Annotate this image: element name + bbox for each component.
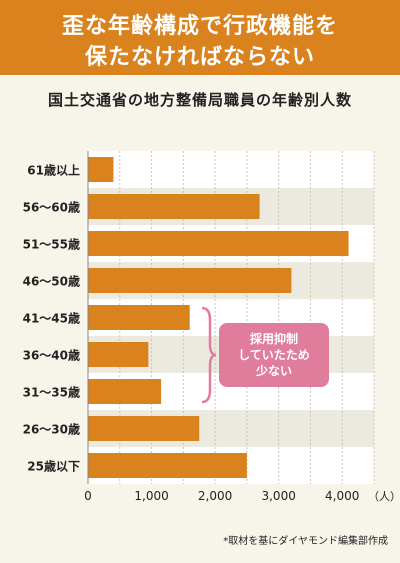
bar (88, 305, 190, 330)
annotation-line-2: していたため (238, 348, 310, 362)
x-tick-label: 1,000 (134, 489, 168, 503)
bar (88, 157, 114, 182)
category-label: 31～35歳 (23, 385, 80, 400)
chart-subtitle: 国土交通省の地方整備局職員の年齢別人数 (47, 91, 352, 109)
bar (88, 416, 200, 441)
category-label: 36～40歳 (23, 348, 80, 363)
bar (88, 342, 149, 367)
annotation-callout: 採用抑制 していたため 少ない (219, 323, 329, 387)
x-tick-label: 2,000 (198, 489, 232, 503)
title-banner: 歪な年齢構成で行政機能を 保たなければならない (0, 0, 400, 75)
source-note: *取材を基にダイヤモンド編集部作成 (223, 536, 388, 547)
title-line-2: 保たなければならない (84, 45, 315, 70)
bar (88, 379, 162, 404)
annotation-line-3: 少ない (255, 364, 292, 378)
x-tick-label: 4,000 (325, 489, 359, 503)
bar (88, 453, 247, 478)
bracket-brace (201, 306, 217, 404)
category-label: 25歳以下 (27, 459, 80, 474)
bar (88, 231, 349, 256)
bar (88, 268, 292, 293)
category-label: 41～45歳 (23, 311, 80, 326)
annotation-line-1: 採用抑制 (249, 332, 298, 346)
category-label: 51～55歳 (23, 237, 80, 252)
x-tick-label: 0 (84, 489, 92, 503)
category-label: 56～60歳 (23, 200, 80, 215)
x-unit-label: （人） (368, 490, 400, 503)
category-label: 26～30歳 (23, 422, 80, 437)
x-tick-label: 3,000 (261, 489, 295, 503)
title-line-1: 歪な年齢構成で行政機能を (61, 14, 338, 39)
category-label: 61歳以上 (27, 163, 80, 178)
bar (88, 194, 260, 219)
category-label: 46～50歳 (23, 274, 80, 289)
